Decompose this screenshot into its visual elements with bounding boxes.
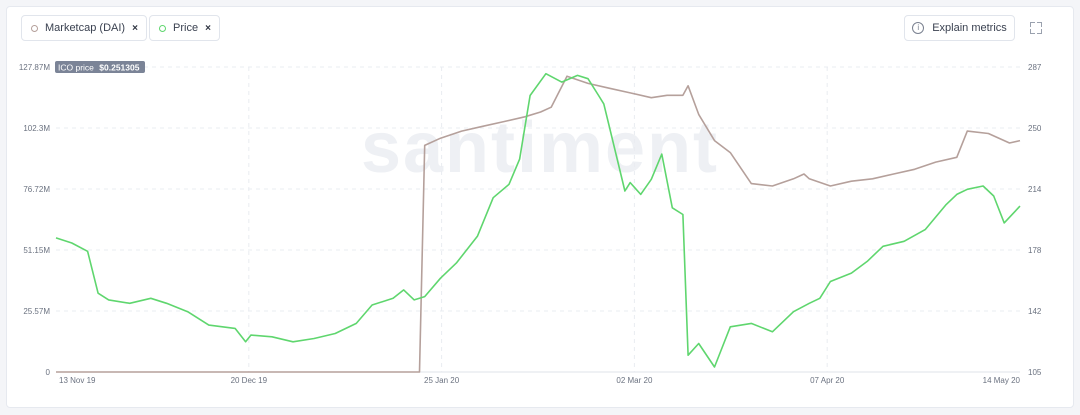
x-tick-label: 07 Apr 20: [810, 376, 845, 385]
x-axis: 13 Nov 19 20 Dec 19 25 Jan 20 02 Mar 20 07 A…: [59, 376, 1021, 385]
marketcap-series-icon: [31, 24, 38, 32]
x-tick-label: 20 Dec 19: [231, 376, 268, 385]
chart-card: [6, 6, 1074, 408]
ico-price-label: ICO price $0.251305: [55, 61, 145, 73]
left-axis: 127.87M 102.3M 76.72M 51.15M 25.57M 0: [19, 63, 51, 377]
legend-label-price: Price: [173, 22, 199, 34]
ico-price-prefix: ICO price: [58, 63, 94, 73]
right-tick-label: 287: [1028, 63, 1042, 72]
series-line-marketcap: [56, 75, 1021, 373]
left-tick-label: 102.3M: [23, 124, 50, 133]
left-tick-label: 76.72M: [23, 185, 50, 194]
x-tick-label: 02 Mar 20: [616, 376, 653, 385]
close-icon[interactable]: ×: [205, 22, 211, 34]
right-tick-label: 250: [1028, 124, 1042, 133]
ico-price-value: $0.251305: [99, 63, 139, 73]
series-lines: [55, 72, 1021, 373]
series-line-price: [55, 72, 1021, 368]
grid: [56, 66, 1020, 373]
left-tick-label: 127.87M: [19, 63, 50, 72]
x-tick-label: 13 Nov 19: [59, 376, 96, 385]
right-tick-label: 214: [1028, 185, 1042, 194]
x-tick-label: 25 Jan 20: [424, 376, 460, 385]
watermark: santiment: [361, 108, 719, 188]
left-tick-label: 25.57M: [23, 307, 50, 316]
explain-metrics-label: Explain metrics: [932, 22, 1007, 34]
price-series-icon: [159, 24, 166, 32]
legend-label-marketcap: Marketcap (DAI): [45, 22, 126, 34]
fullscreen-icon[interactable]: [1030, 22, 1042, 34]
right-tick-label: 178: [1028, 246, 1042, 255]
ico-price-badge: [55, 61, 145, 73]
explain-metrics-button[interactable]: i Explain metrics: [904, 15, 1015, 41]
close-icon[interactable]: ×: [132, 22, 138, 34]
info-icon: i: [912, 22, 925, 34]
right-tick-label: 105: [1028, 368, 1042, 377]
legend-chip-price[interactable]: Price ×: [149, 15, 220, 41]
right-axis: 287 250 214 178 142 105: [1028, 63, 1042, 377]
right-tick-label: 142: [1028, 307, 1042, 316]
svg-text:ICO price $0.251305: ICO price $0.251305: [58, 63, 140, 73]
left-tick-label: 0: [46, 368, 51, 377]
legend-chip-marketcap[interactable]: Marketcap (DAI) ×: [21, 15, 147, 41]
x-tick-label: 14 May 20: [983, 376, 1021, 385]
left-tick-label: 51.15M: [23, 246, 50, 255]
